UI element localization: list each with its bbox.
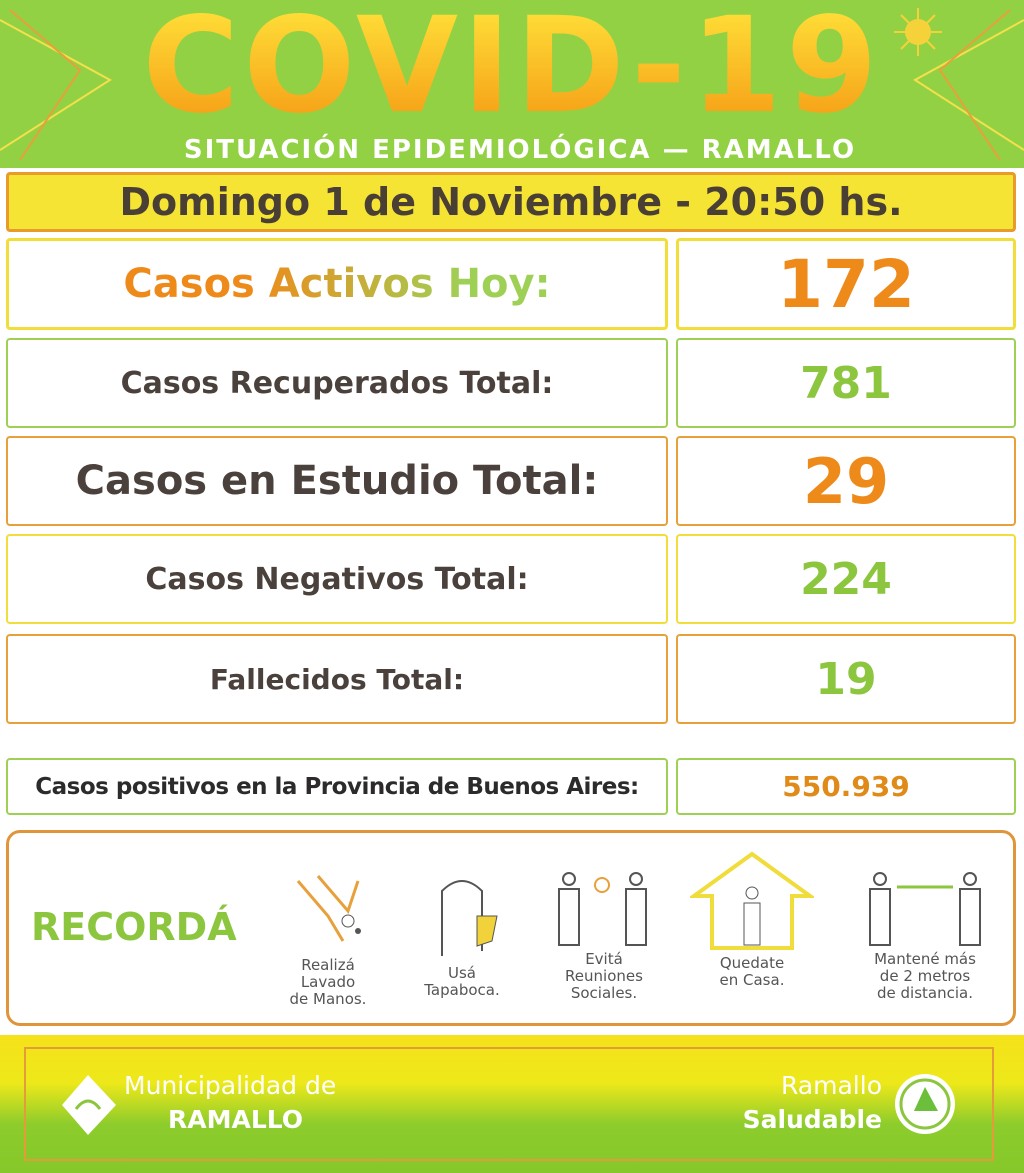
reminder-face-mask: Usá Tapaboca. xyxy=(397,871,527,999)
province-value-box: 550.939 xyxy=(676,758,1016,815)
brand-line2: Saludable xyxy=(742,1105,882,1134)
under-study-value-box: 29 xyxy=(676,436,1016,526)
reminder-text: de Manos. xyxy=(289,990,367,1008)
deceased-value-box: 19 xyxy=(676,634,1016,724)
brand-line1: Ramallo xyxy=(780,1071,882,1100)
recovered-label-box: Casos Recuperados Total: xyxy=(6,338,668,428)
active-cases-label: Casos Activos Hoy: xyxy=(123,261,551,307)
negative-label-box: Casos Negativos Total: xyxy=(6,534,668,624)
recovered-label: Casos Recuperados Total: xyxy=(120,365,554,401)
reminder-text: Reuniones xyxy=(565,967,643,985)
reminder-text: Evitá xyxy=(585,950,623,968)
header-banner: COVID-19 SITUACIÓN EPIDEMIOLÓGICA — RAMA… xyxy=(0,0,1024,168)
negative-label: Casos Negativos Total: xyxy=(145,561,529,597)
recovered-value: 781 xyxy=(800,357,892,409)
reminder-text: Usá xyxy=(448,964,476,982)
no-gatherings-icon xyxy=(558,872,647,946)
reminder-text: Sociales. xyxy=(570,984,638,1002)
reminder-stay-home: Quedate en Casa. xyxy=(687,851,817,989)
hand-washing-icon xyxy=(296,875,361,942)
deceased-value: 19 xyxy=(815,653,877,705)
reminders-panel: RECORDÁ Realizá Lavado de Manos. Usá Tapabo… xyxy=(6,830,1016,1026)
social-distance-icon xyxy=(869,872,981,946)
reminder-text: Lavado xyxy=(300,973,356,991)
deceased-label-box: Fallecidos Total: xyxy=(6,634,668,724)
stay-home-icon xyxy=(690,851,814,950)
page-title: COVID-19 xyxy=(0,0,1024,132)
active-cases-value-box: 172 xyxy=(676,238,1016,330)
under-study-label: Casos en Estudio Total: xyxy=(75,458,599,504)
deceased-label: Fallecidos Total: xyxy=(209,662,465,696)
reminder-social-distance: Mantené más de 2 metros de distancia. xyxy=(855,871,995,1002)
negative-value: 224 xyxy=(800,553,892,605)
active-cases-label-box: Casos Activos Hoy: xyxy=(6,238,668,330)
province-label-box: Casos positivos en la Provincia de Bueno… xyxy=(6,758,668,815)
province-value: 550.939 xyxy=(782,770,910,803)
reminder-text: en Casa. xyxy=(719,971,785,989)
under-study-label-box: Casos en Estudio Total: xyxy=(6,436,668,526)
municipality-name-line2: RAMALLO xyxy=(168,1105,304,1134)
reminder-text: Quedate xyxy=(719,954,785,972)
footer: Municipalidad de RAMALLO Ramallo Saludab… xyxy=(0,1035,1024,1173)
reminder-text: de distancia. xyxy=(877,984,973,1002)
virus-icon xyxy=(894,8,942,56)
reminder-no-gatherings: Evitá Reuniones Sociales. xyxy=(539,871,669,1002)
ramallo-saludable-logo xyxy=(895,1074,955,1134)
active-cases-value: 172 xyxy=(777,245,915,323)
reminder-text: Mantené más xyxy=(874,950,976,968)
province-label: Casos positivos en la Provincia de Bueno… xyxy=(35,773,639,800)
face-mask-icon xyxy=(441,880,498,956)
municipality-logo xyxy=(62,1075,116,1135)
date-banner: Domingo 1 de Noviembre - 20:50 hs. xyxy=(6,172,1016,232)
subtitle: SITUACIÓN EPIDEMIOLÓGICA — RAMALLO xyxy=(183,135,857,165)
reminder-text: Tapaboca. xyxy=(424,981,500,999)
negative-value-box: 224 xyxy=(676,534,1016,624)
under-study-value: 29 xyxy=(802,444,890,518)
recovered-value-box: 781 xyxy=(676,338,1016,428)
reminder-text: de 2 metros xyxy=(879,967,971,985)
municipality-name-line1: Municipalidad de xyxy=(124,1071,337,1100)
reminders-title: RECORDÁ xyxy=(31,905,237,949)
decorative-zigzag-lines xyxy=(0,9,1024,161)
reminder-hand-washing: Realizá Lavado de Manos. xyxy=(263,871,393,1008)
reminder-text: Realizá xyxy=(301,956,355,974)
